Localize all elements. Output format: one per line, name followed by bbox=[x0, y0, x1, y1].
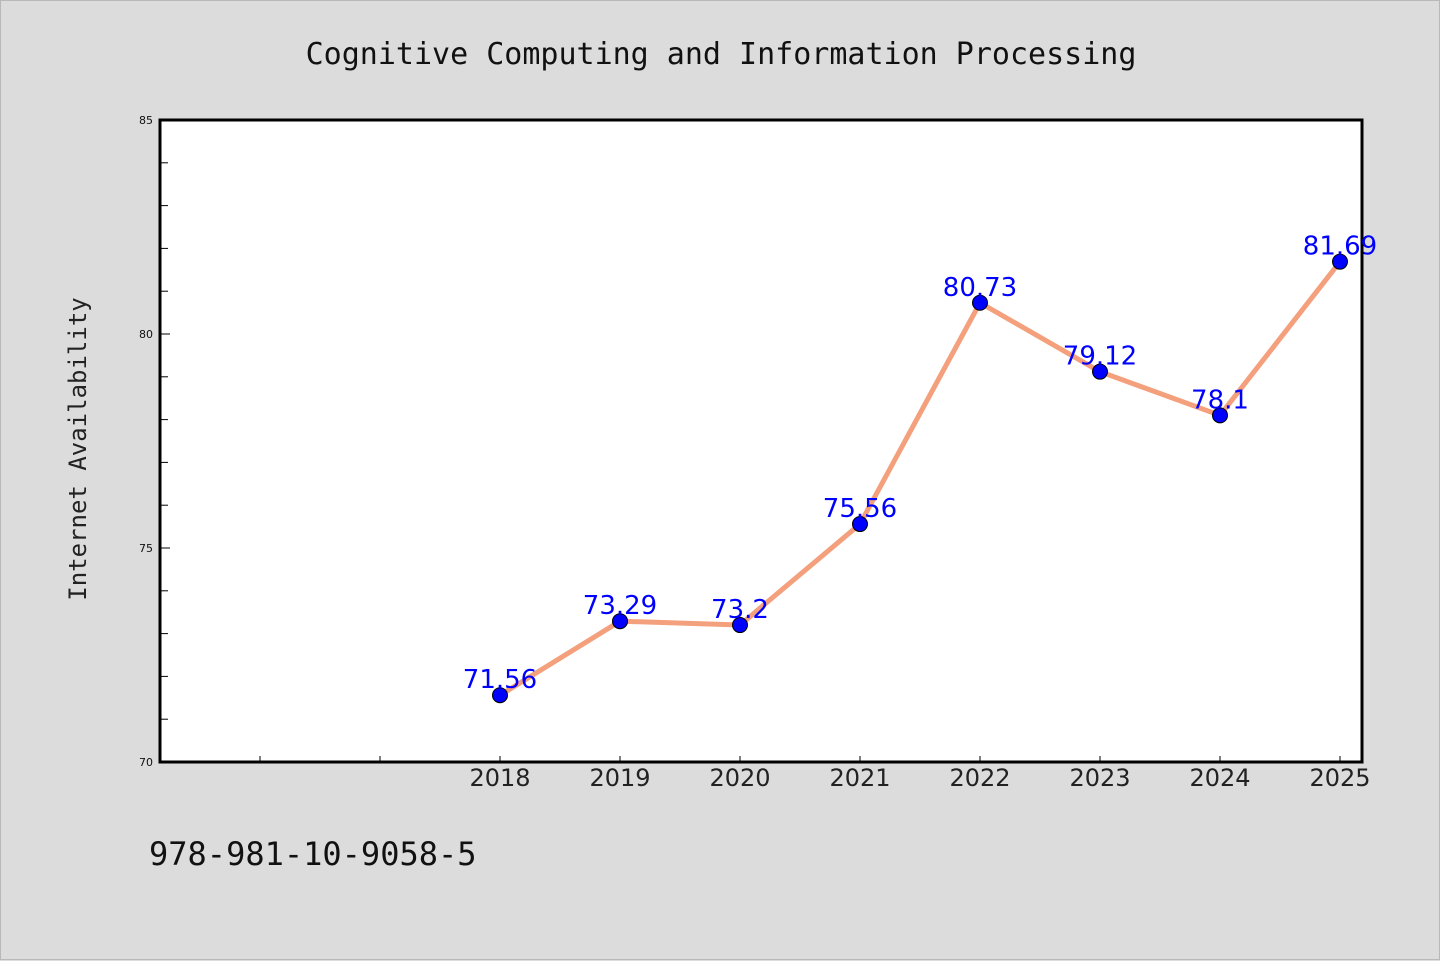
y-tick-label: 80 bbox=[139, 328, 153, 341]
y-tick-label: 75 bbox=[139, 542, 153, 555]
data-point-marker bbox=[852, 516, 868, 533]
x-tick-label: 2019 bbox=[589, 764, 650, 792]
data-point-marker bbox=[1332, 253, 1348, 270]
y-axis: 70 75 80 85 bbox=[139, 114, 170, 769]
x-tick-label: 2024 bbox=[1189, 764, 1250, 792]
x-tick-label: 2020 bbox=[709, 764, 770, 792]
data-label: 75.56 bbox=[823, 494, 897, 524]
data-label: 73.29 bbox=[583, 591, 657, 621]
x-tick-label: 2018 bbox=[469, 764, 530, 792]
x-tick-label: 2023 bbox=[1069, 764, 1130, 792]
data-label: 71.56 bbox=[463, 665, 537, 695]
data-markers bbox=[492, 253, 1348, 704]
data-point-marker bbox=[732, 617, 748, 634]
data-point-marker bbox=[612, 613, 628, 630]
x-tick-label: 2025 bbox=[1309, 764, 1370, 792]
data-label: 80.73 bbox=[943, 273, 1017, 303]
x-axis: 2018 2019 2020 2021 2022 2023 2024 2025 bbox=[259, 756, 1371, 792]
data-point-marker bbox=[972, 294, 988, 311]
series-line-group bbox=[497, 259, 1343, 698]
plot-area bbox=[158, 118, 1364, 764]
data-point-marker bbox=[492, 687, 508, 704]
data-labels: 71.56 73.29 73.2 75.56 80.73 79.12 78.1 81.69 bbox=[463, 232, 1377, 696]
isbn-text: 978-981-10-9058-5 bbox=[149, 835, 477, 873]
data-point-marker bbox=[1212, 407, 1228, 424]
series-line bbox=[497, 259, 1343, 698]
x-tick-label: 2022 bbox=[949, 764, 1010, 792]
x-tick-label: 2021 bbox=[829, 764, 890, 792]
data-label: 81.69 bbox=[1303, 232, 1377, 262]
y-tick-label: 85 bbox=[139, 114, 153, 127]
y-tick-label: 70 bbox=[139, 756, 153, 769]
data-label: 73.2 bbox=[711, 595, 769, 625]
data-label: 79.12 bbox=[1063, 342, 1137, 372]
y-axis-label: Internet Availability bbox=[64, 297, 92, 600]
data-point-marker bbox=[1092, 363, 1108, 380]
chart-title: Cognitive Computing and Information Proc… bbox=[306, 37, 1137, 72]
data-label: 78.1 bbox=[1191, 385, 1249, 415]
